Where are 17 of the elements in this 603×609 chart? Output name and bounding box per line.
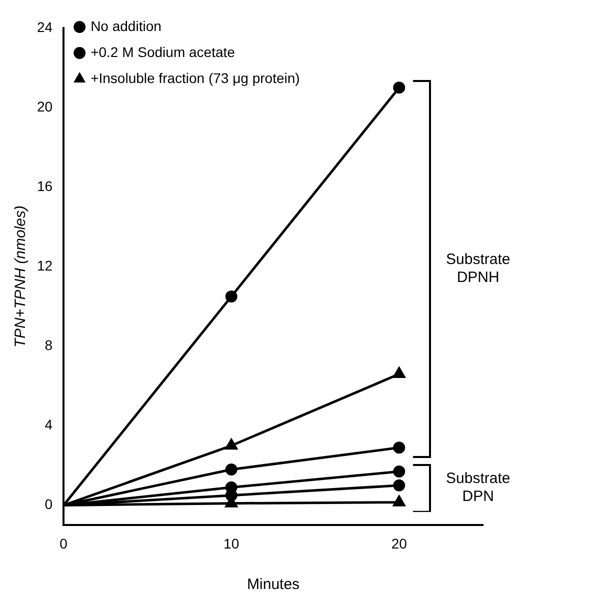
y-tick-label: 24 [36, 18, 53, 35]
y-tick-label: 20 [36, 98, 53, 114]
annotation: Substrate DPNH [445, 250, 512, 287]
legend-label: No addition [90, 18, 162, 34]
y-tick-label: 0 [44, 496, 53, 512]
legend-label: +Insoluble fraction (73 μg protein) [90, 70, 300, 86]
x-tick-label: 20 [391, 535, 408, 552]
y-axis-title: TPN+TPNH (nmoles) [12, 206, 30, 348]
x-tick-label: 10 [224, 535, 240, 552]
y-tick-label: 4 [44, 416, 53, 433]
x-tick-label: 0 [60, 535, 68, 552]
y-tick-label: 16 [36, 178, 53, 194]
y-tick-label: 12 [36, 258, 53, 274]
annotation: Substrate DPN [445, 470, 512, 506]
legend-label: +0.2 M Sodium acetate [90, 44, 236, 60]
x-axis-title: Minutes [247, 576, 300, 594]
y-tick-label: 8 [44, 337, 53, 354]
